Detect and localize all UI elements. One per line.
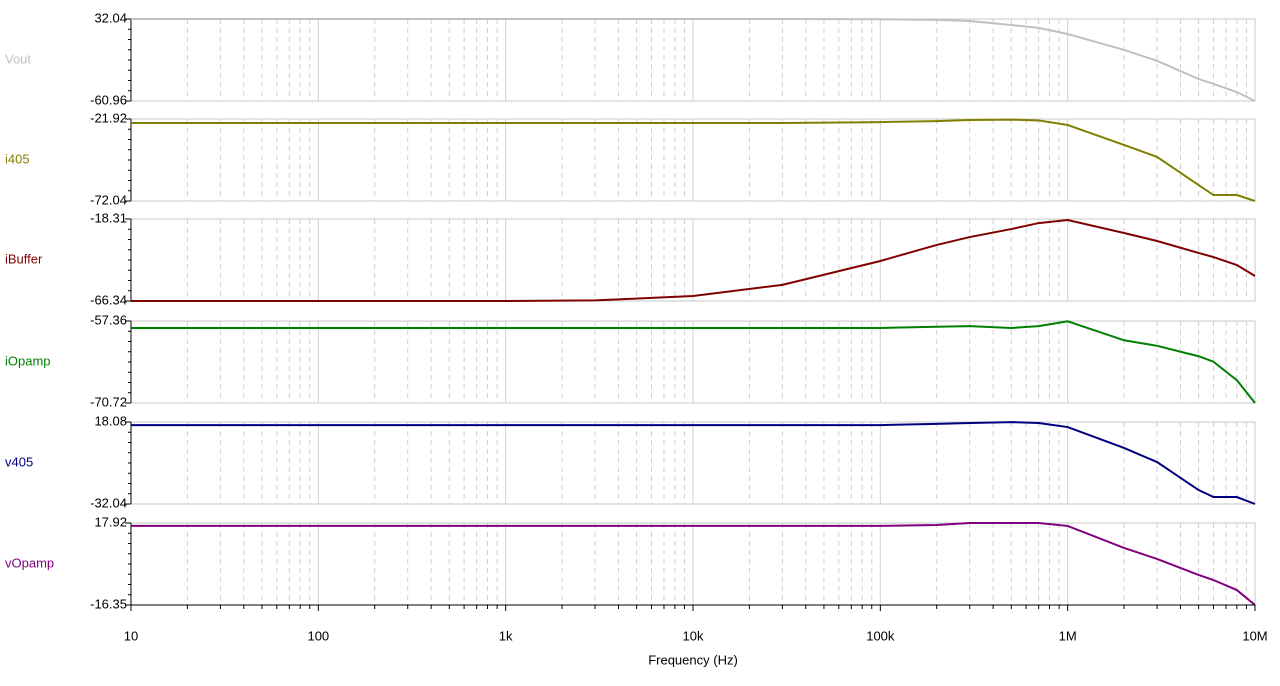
y-tick-label: -32.04 [90, 495, 127, 510]
series-label: iOpamp [5, 353, 51, 368]
series-line [131, 421, 1256, 505]
series-line [131, 118, 1256, 202]
series-line [131, 522, 1256, 606]
y-tick-label: -21.92 [90, 110, 127, 125]
x-axis-label: Frequency (Hz) [648, 652, 738, 667]
series-line [131, 218, 1256, 302]
y-tick-label: -70.72 [90, 394, 127, 409]
series-line [131, 320, 1256, 404]
y-tick-label: -72.04 [90, 192, 127, 207]
y-tick-label: 32.04 [94, 10, 127, 25]
y-tick-label: 18.08 [94, 413, 127, 428]
y-tick-label: 17.92 [94, 514, 127, 529]
x-tick-label: 10 [124, 628, 138, 643]
y-tick-label: -57.36 [90, 312, 127, 327]
series-label: v405 [5, 454, 33, 469]
x-tick-label: 10M [1242, 628, 1267, 643]
y-tick-label: -66.34 [90, 292, 127, 307]
series-label: iBuffer [5, 251, 43, 266]
x-tick-label: 1M [1059, 628, 1077, 643]
y-tick-label: -18.31 [90, 210, 127, 225]
series-label: Vout [5, 51, 31, 66]
series-line [131, 18, 1256, 102]
x-tick-label: 100 [307, 628, 329, 643]
y-tick-label: -16.35 [90, 596, 127, 611]
series-label: vOpamp [5, 555, 54, 570]
y-tick-label: -60.96 [90, 92, 127, 107]
x-tick-label: 10k [683, 628, 704, 643]
series-label: i405 [5, 151, 30, 166]
x-tick-label: 100k [866, 628, 895, 643]
x-tick-label: 1k [499, 628, 513, 643]
